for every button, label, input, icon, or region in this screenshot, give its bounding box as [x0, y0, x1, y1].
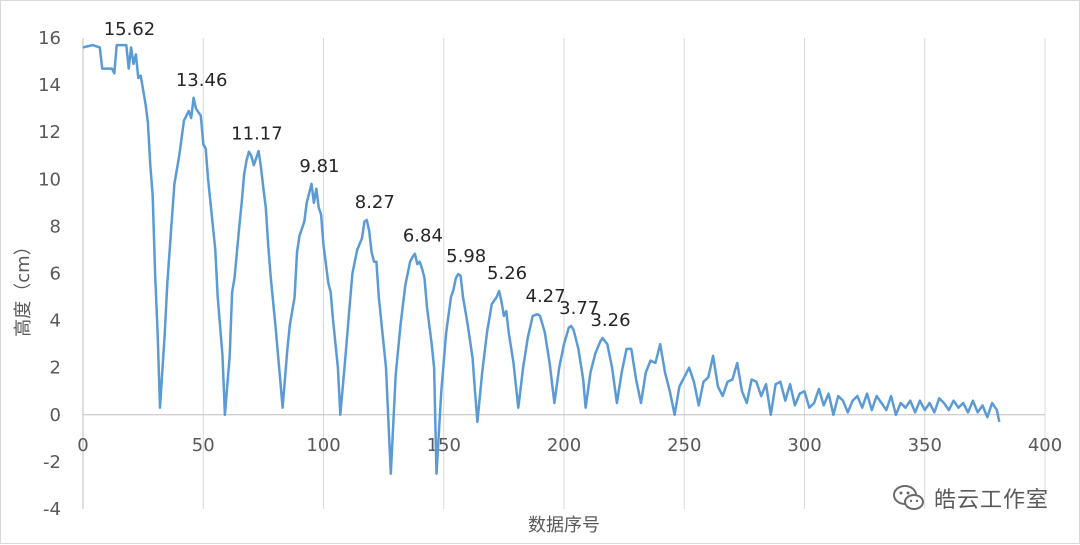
y-tick-label: 16 [38, 28, 61, 49]
x-tick-label: 50 [192, 435, 215, 456]
x-tick-label: 100 [306, 435, 340, 456]
y-tick-label: 8 [50, 216, 61, 237]
y-tick-label: 0 [50, 405, 61, 426]
watermark: 皓云工作室 [892, 481, 1049, 515]
x-tick-label: 400 [1028, 435, 1062, 456]
peak-data-label: 4.27 [526, 286, 566, 307]
peak-data-label: 5.26 [487, 263, 527, 284]
peak-data-label: 3.77 [559, 298, 599, 319]
y-tick-label: 12 [38, 122, 61, 143]
x-tick-label: 0 [77, 435, 88, 456]
y-tick-label: 2 [50, 358, 61, 379]
y-tick-label: 14 [38, 75, 61, 96]
wechat-icon [892, 485, 924, 510]
y-axis-title: 高度（cm） [13, 237, 34, 336]
peak-data-label: 11.17 [231, 124, 283, 145]
peak-data-label: 6.84 [403, 226, 443, 247]
y-axis-ticks: -4 -2 0 2 4 6 8 10 12 14 16 [38, 28, 61, 520]
x-tick-label: 250 [667, 435, 701, 456]
peak-data-label: 9.81 [299, 156, 339, 177]
y-tick-label: 10 [38, 169, 61, 190]
peak-data-label: 8.27 [355, 192, 395, 213]
height-series-line [82, 43, 1001, 475]
x-tick-label: 150 [427, 435, 461, 456]
x-tick-label: 300 [787, 435, 821, 456]
peak-data-label: 3.26 [590, 310, 630, 331]
peak-data-label: 13.46 [176, 70, 228, 91]
y-tick-label: 4 [50, 311, 61, 332]
peak-data-label: 15.62 [104, 19, 156, 40]
series-group [82, 43, 1001, 475]
y-tick-label: -4 [43, 499, 61, 520]
x-axis-title: 数据序号 [528, 515, 600, 536]
x-tick-label: 350 [908, 435, 942, 456]
peak-data-label: 5.98 [446, 246, 486, 267]
peak-labels: 15.6213.4611.179.818.276.845.985.264.273… [104, 19, 631, 331]
x-tick-label: 200 [547, 435, 581, 456]
watermark-text: 皓云工作室 [933, 488, 1049, 513]
y-tick-label: -2 [43, 452, 61, 473]
y-tick-label: 6 [50, 264, 61, 285]
x-axis-ticks: 0 50 100 150 200 250 300 350 400 [77, 435, 1062, 456]
grid-lines [82, 38, 1046, 509]
